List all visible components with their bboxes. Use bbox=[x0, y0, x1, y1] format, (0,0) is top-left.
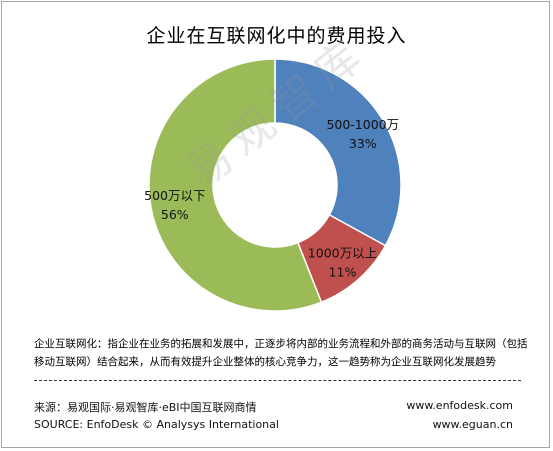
source-en: SOURCE: EnfoDesk © Analysys Internationa… bbox=[34, 418, 279, 431]
footer-url-enfodesk[interactable]: www.enfodesk.com bbox=[406, 399, 513, 412]
slice-label-1000-plus: 1000万以上 bbox=[308, 246, 377, 261]
slice-500-1000 bbox=[274, 58, 402, 247]
slice-under-500 bbox=[148, 58, 323, 312]
source-cn: 来源：易观国际·易观智库·eBI中国互联网商情 bbox=[34, 401, 257, 414]
chart-title: 企业在互联网化中的费用投入 bbox=[146, 25, 407, 47]
slice-label-500-1000: 500-1000万 bbox=[326, 117, 399, 132]
footer-url-eguan[interactable]: www.eguan.cn bbox=[432, 418, 513, 431]
slice-percent-under-500: 56% bbox=[161, 207, 189, 222]
slice-percent-1000-plus: 11% bbox=[329, 265, 357, 280]
slice-label-under-500: 500万以下 bbox=[144, 188, 205, 203]
dashed-divider bbox=[34, 380, 521, 381]
chart-description: 企业互联网化：指企业在业务的拓展和发展中，正逐步将内部的业务流程和外部的商务活动… bbox=[34, 338, 528, 368]
slice-percent-500-1000: 33% bbox=[349, 136, 377, 151]
